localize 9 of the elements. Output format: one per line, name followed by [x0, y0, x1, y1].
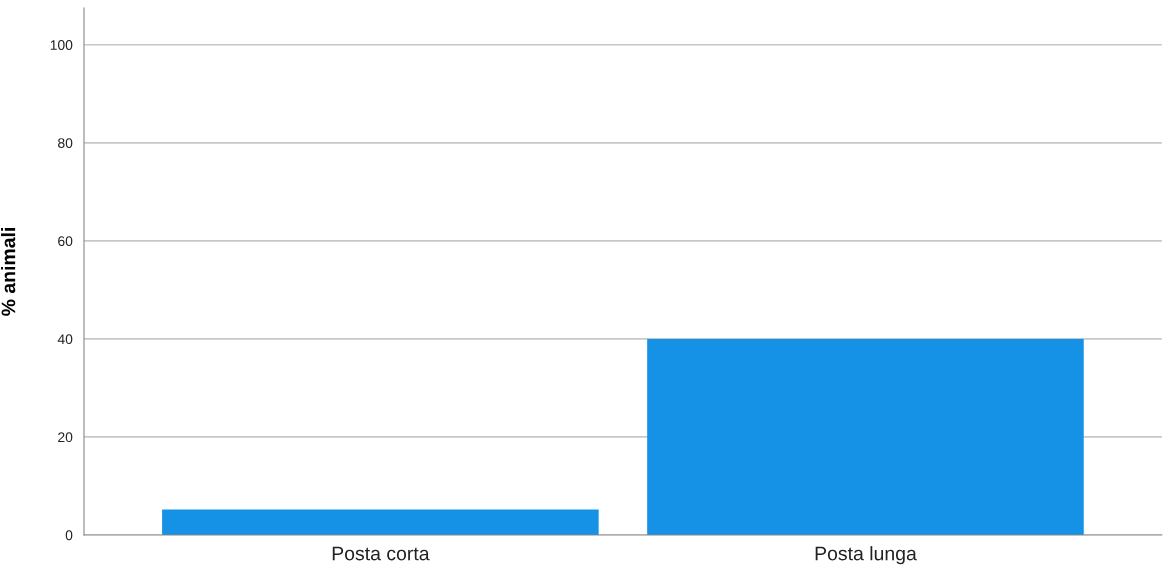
y-tick-label: 100	[50, 40, 73, 50]
x-tick-label: Posta lunga	[815, 546, 917, 565]
y-tick-label: 40	[57, 334, 73, 345]
y-tick-label: 0	[65, 530, 73, 541]
x-tick-label: Posta corta	[332, 546, 430, 561]
y-axis-title: % animali	[1, 228, 16, 316]
y-tick-label: 80	[58, 138, 73, 148]
y-tick-label: 20	[58, 432, 73, 443]
y-tick-label: 60	[58, 236, 73, 247]
